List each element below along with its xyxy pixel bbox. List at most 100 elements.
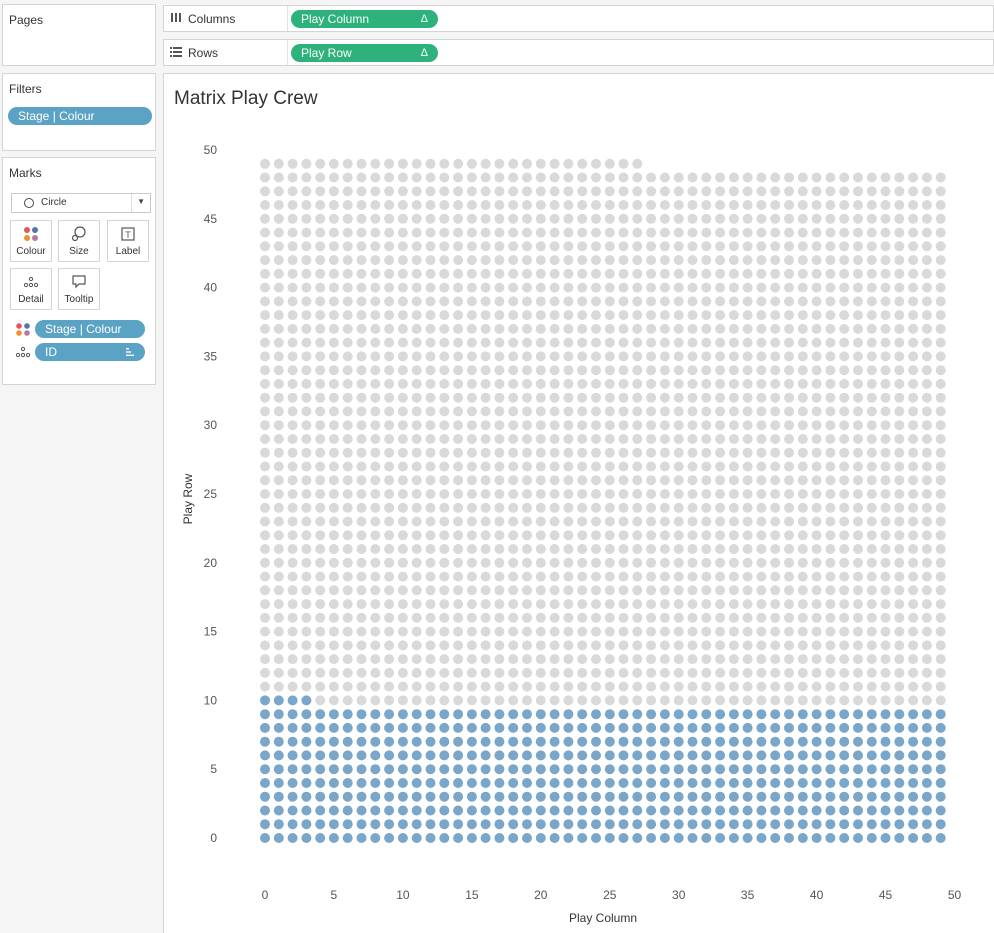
dot-highlight[interactable] — [260, 764, 270, 775]
dot-base[interactable] — [287, 378, 298, 389]
dot-base[interactable] — [439, 186, 450, 197]
dot-base[interactable] — [522, 186, 532, 197]
dot-highlight[interactable] — [384, 722, 395, 733]
dot-highlight[interactable] — [370, 805, 381, 816]
dot-base[interactable] — [342, 461, 353, 472]
dot-highlight[interactable] — [742, 819, 753, 830]
dot-highlight[interactable] — [853, 833, 863, 843]
dot-base[interactable] — [632, 296, 643, 307]
dot-base[interactable] — [397, 434, 408, 444]
dot-base[interactable] — [673, 365, 684, 376]
dot-base[interactable] — [328, 323, 339, 334]
dot-highlight[interactable] — [908, 736, 919, 747]
dot-base[interactable] — [466, 530, 477, 541]
dot-base[interactable] — [646, 351, 657, 362]
dot-base[interactable] — [301, 241, 312, 252]
dot-highlight[interactable] — [591, 736, 601, 747]
dot-base[interactable] — [908, 516, 919, 527]
dot-base[interactable] — [522, 310, 532, 321]
dot-base[interactable] — [522, 571, 532, 582]
dot-base[interactable] — [687, 296, 698, 307]
dot-base[interactable] — [273, 365, 284, 376]
dot-base[interactable] — [701, 337, 712, 348]
dot-base[interactable] — [935, 378, 946, 389]
dot-base[interactable] — [397, 378, 408, 389]
dot-base[interactable] — [466, 255, 477, 266]
dot-base[interactable] — [715, 337, 726, 348]
dot-highlight[interactable] — [494, 833, 505, 843]
dot-base[interactable] — [646, 296, 657, 307]
dot-base[interactable] — [425, 378, 436, 389]
dot-base[interactable] — [673, 392, 684, 403]
dot-base[interactable] — [839, 461, 850, 472]
rows-shelf[interactable]: Rows Play Row Δ — [163, 39, 994, 66]
dot-base[interactable] — [784, 557, 794, 568]
dot-base[interactable] — [591, 695, 601, 706]
dot-base[interactable] — [425, 351, 436, 362]
dot-highlight[interactable] — [384, 736, 395, 747]
dot-base[interactable] — [384, 365, 395, 376]
dot-highlight[interactable] — [549, 722, 560, 733]
dot-base[interactable] — [370, 640, 381, 651]
dot-base[interactable] — [370, 255, 381, 266]
dot-highlight[interactable] — [315, 833, 326, 843]
dot-base[interactable] — [508, 406, 519, 417]
dot-base[interactable] — [811, 544, 822, 554]
dot-highlight[interactable] — [770, 805, 781, 816]
dot-base[interactable] — [273, 158, 284, 169]
dot-base[interactable] — [563, 667, 574, 678]
dot-base[interactable] — [908, 695, 919, 706]
dot-base[interactable] — [908, 420, 919, 431]
dot-base[interactable] — [770, 434, 781, 444]
dot-base[interactable] — [770, 241, 781, 252]
dot-base[interactable] — [370, 420, 381, 431]
dot-base[interactable] — [701, 461, 712, 472]
dot-base[interactable] — [425, 172, 436, 183]
dot-highlight[interactable] — [508, 833, 519, 843]
dot-base[interactable] — [604, 351, 615, 362]
dot-base[interactable] — [811, 557, 822, 568]
dot-base[interactable] — [453, 255, 464, 266]
dot-base[interactable] — [935, 489, 946, 499]
dot-base[interactable] — [508, 557, 519, 568]
dot-base[interactable] — [921, 530, 932, 541]
dot-base[interactable] — [770, 227, 781, 238]
dot-base[interactable] — [549, 337, 560, 348]
dot-base[interactable] — [701, 626, 712, 637]
dot-highlight[interactable] — [342, 778, 353, 788]
dot-base[interactable] — [315, 323, 326, 334]
dot-highlight[interactable] — [935, 833, 946, 843]
dot-base[interactable] — [522, 681, 532, 692]
dot-base[interactable] — [273, 227, 284, 238]
dot-base[interactable] — [825, 585, 836, 596]
dot-highlight[interactable] — [673, 819, 684, 830]
dot-base[interactable] — [549, 310, 560, 321]
dot-base[interactable] — [342, 227, 353, 238]
dot-base[interactable] — [549, 447, 560, 458]
dot-base[interactable] — [287, 681, 298, 692]
dot-base[interactable] — [811, 213, 822, 224]
dot-base[interactable] — [549, 392, 560, 403]
dot-base[interactable] — [604, 227, 615, 238]
dot-highlight[interactable] — [535, 750, 546, 761]
dot-base[interactable] — [880, 406, 891, 417]
dot-base[interactable] — [784, 213, 794, 224]
dot-highlight[interactable] — [453, 722, 464, 733]
dot-base[interactable] — [646, 489, 657, 499]
dot-base[interactable] — [894, 406, 905, 417]
dot-highlight[interactable] — [770, 750, 781, 761]
dot-base[interactable] — [522, 213, 532, 224]
dot-base[interactable] — [825, 516, 836, 527]
dot-highlight[interactable] — [784, 736, 794, 747]
dot-highlight[interactable] — [825, 791, 836, 802]
dot-base[interactable] — [287, 227, 298, 238]
dot-base[interactable] — [563, 227, 574, 238]
dot-base[interactable] — [563, 310, 574, 321]
dot-base[interactable] — [328, 695, 339, 706]
dot-base[interactable] — [384, 158, 395, 169]
dot-base[interactable] — [315, 186, 326, 197]
dot-base[interactable] — [287, 434, 298, 444]
dot-base[interactable] — [921, 268, 932, 279]
dot-highlight[interactable] — [466, 709, 477, 720]
dot-base[interactable] — [825, 654, 836, 665]
